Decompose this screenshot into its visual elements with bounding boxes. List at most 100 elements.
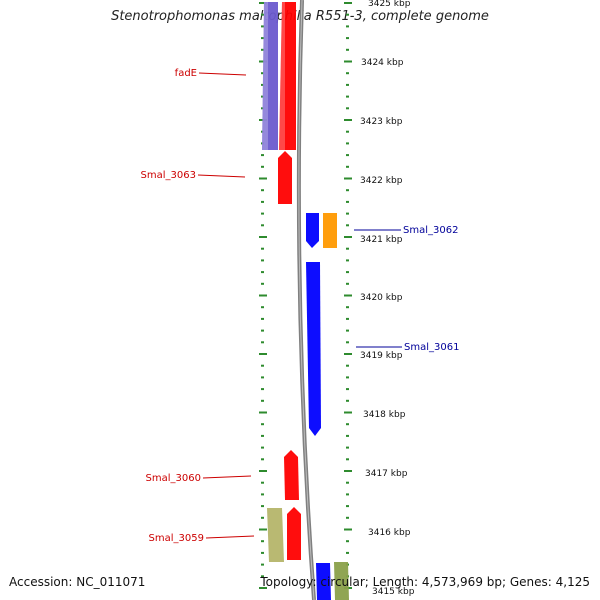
scale-label-layer: 3425 kbp 3424 kbp 3423 kbp 3422 kbp 3421 kbp… — [360, 0, 415, 597]
tick-mark — [344, 470, 352, 472]
tick-mark — [346, 37, 349, 40]
tick-mark — [261, 317, 264, 320]
tick-mark — [261, 107, 264, 110]
tick-mark — [346, 317, 349, 320]
feature-layer — [262, 2, 349, 600]
tick-mark — [344, 60, 352, 63]
gene-feature-red — [278, 151, 292, 204]
tick-mark — [259, 528, 267, 531]
gene-feature-blue — [306, 213, 319, 248]
tick-mark — [261, 37, 264, 40]
tick-mark — [261, 165, 264, 168]
gene-leader-line — [202, 475, 252, 479]
gene-label: fadE — [175, 68, 197, 79]
tick-mark — [261, 189, 264, 192]
tick-mark — [261, 388, 264, 391]
tick-mark — [346, 388, 349, 391]
tick-mark — [346, 399, 349, 402]
backbone-highlight — [298, 0, 315, 600]
tick-mark — [344, 236, 352, 238]
tick-mark — [346, 341, 349, 344]
tick-mark — [261, 25, 264, 28]
tick-mark — [346, 189, 349, 192]
tick-mark — [261, 399, 264, 402]
tick-mark — [346, 83, 349, 86]
gene-leader-line — [197, 174, 246, 178]
tick-mark — [261, 282, 264, 285]
gene-label: Smal_3059 — [149, 533, 204, 544]
tick-mark — [259, 353, 267, 355]
tick-mark — [346, 551, 349, 554]
tick-mark — [346, 271, 349, 274]
gene-feature-olive — [267, 508, 284, 562]
tick-mark — [261, 376, 264, 379]
tick-mark — [346, 200, 349, 203]
tick-mark — [259, 60, 267, 63]
tick-mark — [261, 72, 264, 75]
genome-backbone — [296, 0, 316, 600]
tick-mark — [346, 25, 349, 28]
tick-mark — [259, 470, 267, 472]
gene-feature-olive-green — [334, 562, 349, 600]
tick-mark — [346, 224, 349, 227]
tick-mark — [344, 294, 352, 297]
tick-mark — [346, 247, 349, 250]
scale-label: 3421 kbp — [360, 235, 403, 245]
tick-mark — [346, 423, 349, 426]
tick-mark — [261, 154, 264, 157]
tick-mark — [259, 587, 267, 589]
tick-mark — [346, 95, 349, 98]
tick-mark — [261, 493, 264, 496]
gene-label: Smal_3060 — [146, 473, 201, 484]
tick-mark — [259, 236, 267, 238]
tick-mark — [346, 107, 349, 110]
scale-label: 3415 kbp — [372, 587, 415, 597]
gene-feature-red — [287, 507, 301, 560]
tick-mark — [261, 446, 264, 449]
scale-label: 3422 kbp — [360, 176, 403, 186]
tick-mark — [346, 154, 349, 157]
scale-label: 3417 kbp — [365, 469, 408, 479]
scale-label: 3424 kbp — [361, 58, 404, 68]
tick-mark — [261, 48, 264, 51]
scale-label: 3419 kbp — [360, 351, 403, 361]
tick-mark — [261, 212, 264, 215]
tick-mark — [346, 481, 349, 484]
tick-mark — [346, 13, 349, 16]
gene-label: Smal_3061 — [404, 342, 459, 353]
tick-mark — [261, 95, 264, 98]
scale-label: 3416 kbp — [368, 528, 411, 538]
tick-mark — [261, 551, 264, 554]
tick-mark — [346, 493, 349, 496]
tick-mark — [261, 516, 264, 519]
feature-shade — [262, 2, 268, 150]
tick-mark — [346, 446, 349, 449]
tick-mark — [259, 294, 267, 297]
tick-mark — [346, 516, 349, 519]
tick-mark — [346, 130, 349, 133]
tick-mark — [346, 329, 349, 332]
gene-feature-blue — [316, 563, 331, 600]
scale-label: 3425 kbp — [368, 0, 411, 9]
tick-mark — [261, 200, 264, 203]
tick-mark — [261, 423, 264, 426]
scale-label: 3418 kbp — [363, 410, 406, 420]
gene-leader-line — [205, 535, 255, 539]
tick-mark — [344, 119, 352, 121]
feature-shade — [279, 2, 285, 150]
tick-mark — [261, 434, 264, 437]
tick-mark — [261, 505, 264, 508]
tick-mark — [259, 177, 267, 180]
tick-mark — [346, 540, 349, 543]
tick-mark — [344, 2, 352, 4]
tick-mark — [346, 376, 349, 379]
tick-mark — [261, 271, 264, 274]
tick-mark — [259, 2, 267, 4]
gene-feature-blue-purple — [262, 2, 278, 150]
tick-mark — [261, 575, 264, 578]
tick-mark — [261, 247, 264, 250]
tick-mark — [346, 142, 349, 145]
gene-feature-red — [279, 2, 296, 150]
